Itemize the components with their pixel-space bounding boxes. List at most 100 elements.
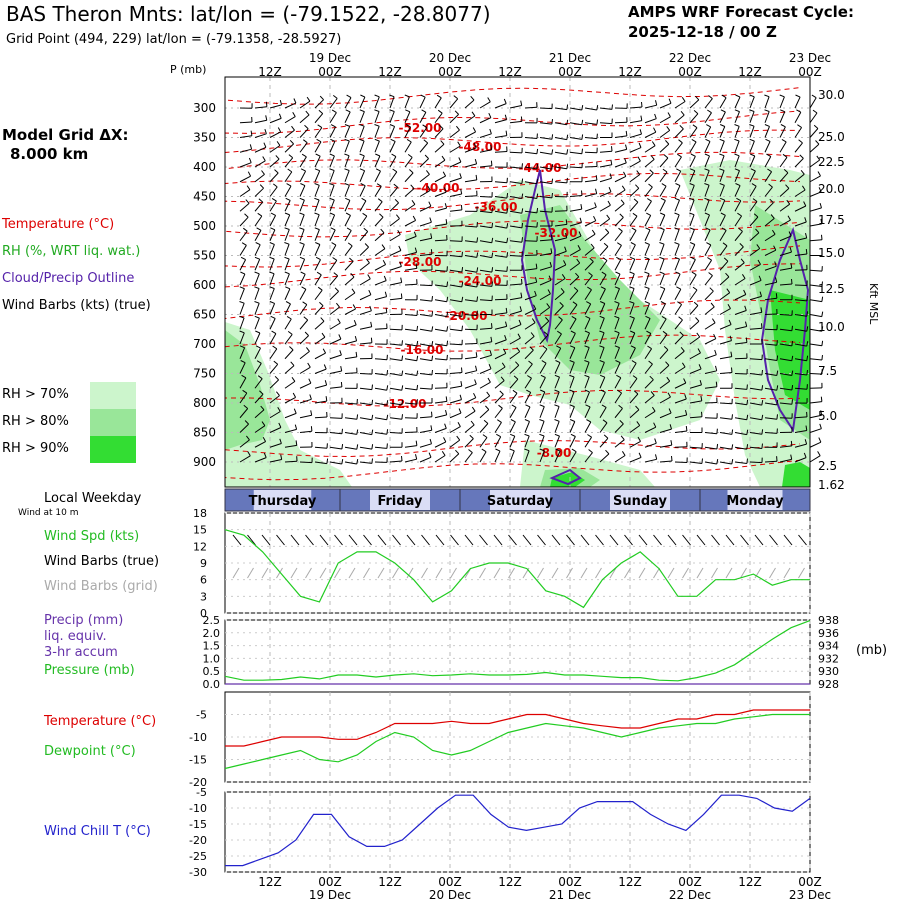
wind-barb — [464, 356, 477, 360]
surface-wind-barb — [725, 534, 735, 546]
wind-barb-flag — [706, 124, 711, 128]
wind-barb-flag — [566, 149, 569, 155]
wind-barb-flag — [821, 326, 824, 332]
wind-barb-flag — [501, 362, 506, 368]
wind-barb-flag — [704, 168, 710, 171]
wind-barb-flag — [521, 237, 523, 243]
wind-barb — [734, 155, 740, 168]
wind-barb-flag — [309, 394, 312, 400]
wind-barb-flag — [647, 345, 652, 350]
wind-barb-flag — [401, 414, 403, 420]
legend-wind-barbs: Wind Barbs (kts) (true) — [2, 298, 151, 313]
wind-barb — [584, 436, 593, 448]
wind-barb — [254, 332, 261, 345]
wind-barb — [404, 445, 417, 448]
wind-barb — [614, 135, 627, 138]
temperature-contour — [224, 459, 801, 481]
wind-barb — [374, 201, 383, 212]
wind-barb-flag — [381, 244, 386, 249]
wind-barb — [629, 425, 640, 433]
surface-wind-barb — [435, 534, 445, 546]
wind-barb — [374, 111, 380, 123]
wind-barb — [239, 148, 252, 153]
wind-barb-flag — [671, 455, 673, 462]
wind-barb-flag — [442, 171, 447, 177]
wind-barb-flag — [605, 449, 610, 455]
wind-barb — [389, 141, 396, 153]
wind-barb — [449, 145, 461, 153]
wind-barb — [299, 244, 305, 256]
wind-barb — [284, 258, 290, 271]
wind-barb-flag — [819, 423, 822, 429]
wind-barb-flag — [284, 212, 290, 216]
wind-barb-flag — [780, 109, 785, 113]
wind-barb — [464, 438, 474, 448]
cloud-outline — [520, 169, 557, 344]
wind-barb — [554, 278, 566, 286]
wind-barb — [614, 439, 625, 448]
wind-barb-flag — [416, 399, 418, 405]
wind-barb — [689, 199, 695, 212]
wind-barb-flag — [241, 242, 247, 246]
wind-barb-flag — [240, 271, 246, 275]
wind-barb — [554, 107, 567, 111]
surface-wind-barb — [522, 534, 532, 546]
wind-barb-flag — [812, 109, 818, 114]
wind-barb-flag — [756, 244, 761, 249]
wind-barb — [614, 175, 627, 183]
grid-wind-barb — [334, 567, 341, 579]
wind-barb-flag — [489, 128, 492, 134]
wind-barb — [524, 322, 536, 330]
wind-barb-flag — [561, 274, 566, 279]
wind-barb-flag — [660, 286, 665, 290]
wind-barb-flag — [415, 454, 418, 460]
wind-barb-flag — [769, 198, 774, 204]
wind-barb-flag — [428, 452, 432, 458]
wind-barb-flag — [271, 330, 277, 335]
wind-barb-flag — [821, 311, 824, 317]
top-hour-label: 12Z — [498, 65, 522, 79]
wind-barb-flag — [755, 228, 760, 234]
wind-barb — [674, 142, 683, 153]
wind-barb-flag — [631, 227, 637, 231]
wind-barb — [434, 328, 447, 332]
pressure-tick-label: 750 — [193, 367, 216, 381]
wind-barb — [734, 310, 747, 315]
wind-barb — [284, 157, 294, 168]
grid-wind-barb — [624, 567, 631, 579]
wind-barb-flag — [441, 451, 446, 456]
wind-barb-flag — [239, 330, 245, 334]
wind-barb-flag — [753, 213, 759, 218]
wind-barb — [314, 384, 327, 389]
windchill-tick: -15 — [189, 818, 207, 831]
wind-barb-flag — [681, 362, 686, 368]
wind-barb — [629, 147, 642, 153]
wind-barb — [569, 290, 579, 301]
wind-barb-flag — [500, 376, 505, 381]
wind-barb — [359, 342, 372, 345]
wind-barb-flag — [275, 155, 280, 160]
wind-barb — [749, 140, 755, 153]
temperature-contour-label: -24.00 — [459, 274, 502, 288]
bottom-hour-label: 00Z — [678, 875, 702, 889]
wind-barb-flag — [648, 183, 653, 188]
wind-barb — [314, 352, 326, 360]
wind-barb-flag — [302, 301, 308, 306]
wind-barb — [359, 262, 370, 271]
wind-barb-flag — [667, 112, 671, 118]
wind-barb — [734, 96, 741, 109]
wind-barb-flag — [412, 215, 417, 221]
surface-wind-barb — [551, 534, 561, 546]
wind-barb — [299, 229, 305, 241]
wind-barb-flag — [356, 459, 359, 465]
wind-barb — [329, 229, 336, 241]
wind-barb-flag — [660, 197, 666, 201]
wind-barb-flag — [603, 434, 609, 439]
wind-barb — [794, 328, 807, 332]
wind-barb-flag — [674, 227, 680, 230]
wind-barb — [344, 230, 352, 242]
wind-barb — [494, 366, 506, 374]
wind-barb — [254, 317, 260, 330]
wind-barb — [359, 96, 366, 109]
wind-barb-flag — [420, 94, 426, 98]
